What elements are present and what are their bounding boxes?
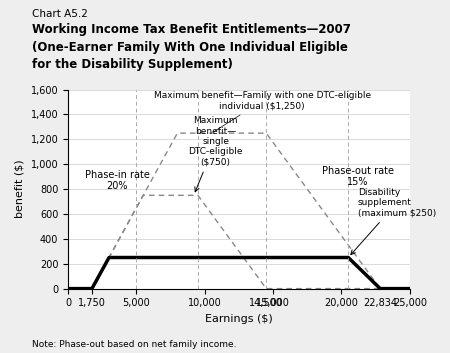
Text: Maximum benefit—Family with one DTC-eligible
individual ($1,250): Maximum benefit—Family with one DTC-elig… bbox=[153, 91, 371, 132]
Y-axis label: benefit ($): benefit ($) bbox=[15, 160, 25, 219]
Text: 14,500: 14,500 bbox=[249, 298, 283, 308]
Text: Phase-in rate
20%: Phase-in rate 20% bbox=[85, 169, 150, 191]
Text: Maximum
benefit—
single
DTC-eligible
($750): Maximum benefit— single DTC-eligible ($7… bbox=[189, 116, 243, 192]
X-axis label: Earnings ($): Earnings ($) bbox=[205, 314, 273, 324]
Text: Working Income Tax Benefit Entitlements—2007: Working Income Tax Benefit Entitlements—… bbox=[32, 23, 351, 36]
Text: (One-Earner Family With One Individual Eligible: (One-Earner Family With One Individual E… bbox=[32, 41, 347, 54]
Text: Disability
supplement
(maximum $250): Disability supplement (maximum $250) bbox=[351, 188, 436, 255]
Text: Note: Phase-out based on net family income.: Note: Phase-out based on net family inco… bbox=[32, 340, 236, 349]
Text: Phase-out rate
15%: Phase-out rate 15% bbox=[322, 166, 394, 187]
Text: 22,834: 22,834 bbox=[363, 298, 397, 308]
Text: Chart A5.2: Chart A5.2 bbox=[32, 9, 87, 19]
Text: for the Disability Supplement): for the Disability Supplement) bbox=[32, 58, 232, 71]
